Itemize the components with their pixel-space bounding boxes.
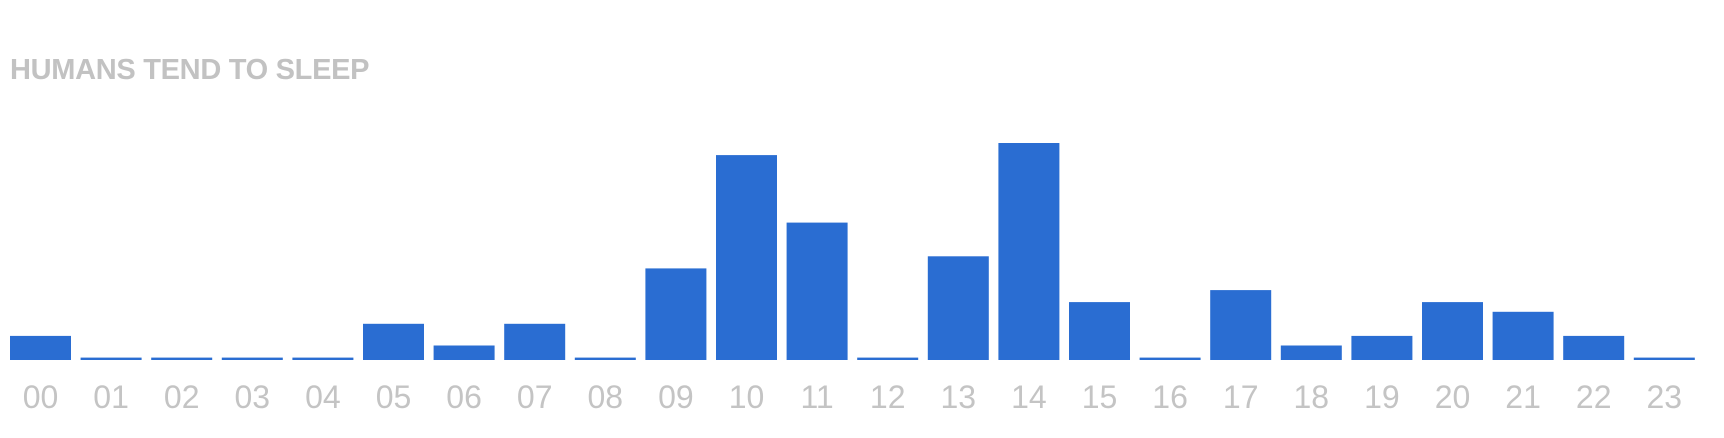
x-tick-label: 11 [800, 379, 833, 415]
x-tick-label: 03 [235, 379, 271, 415]
bar-22 [1563, 335, 1625, 360]
bars-group [10, 143, 1695, 360]
x-tick-label: 21 [1505, 379, 1541, 415]
bar-08 [574, 357, 636, 360]
bar-07 [504, 323, 566, 360]
bar-09 [645, 268, 707, 360]
bar-01 [80, 357, 142, 360]
x-tick-label: 23 [1647, 379, 1683, 415]
x-tick-label: 09 [658, 379, 694, 415]
x-tick-label: 14 [1011, 379, 1047, 415]
x-tick-label: 10 [729, 379, 765, 415]
x-tick-labels: 00 01 02 03 04 05 06 07 08 09 10 11 12 13 14 15 16 17 18 19… [23, 379, 1682, 415]
bar-14 [998, 143, 1060, 360]
bar-16 [1139, 357, 1201, 360]
x-tick-label: 05 [376, 379, 412, 415]
x-tick-label: 15 [1082, 379, 1118, 415]
bar-00 [10, 335, 71, 360]
bar-06 [433, 345, 495, 360]
x-tick-label: 06 [446, 379, 482, 415]
bar-20 [1422, 302, 1483, 360]
x-tick-label: 16 [1152, 379, 1188, 415]
bar-03 [221, 357, 283, 360]
bar-05 [363, 323, 424, 360]
bar-12 [857, 357, 919, 360]
x-tick-label: 08 [588, 379, 624, 415]
bar-15 [1069, 302, 1130, 360]
x-tick-label: 22 [1576, 379, 1612, 415]
bar-18 [1280, 345, 1342, 360]
bar-17 [1210, 290, 1272, 360]
x-tick-label: 17 [1223, 379, 1259, 415]
x-tick-label: 20 [1435, 379, 1471, 415]
x-tick-label: 04 [305, 379, 341, 415]
bar-21 [1492, 311, 1554, 360]
bar-04 [292, 357, 354, 360]
x-tick-label: 07 [517, 379, 553, 415]
bar-19 [1351, 335, 1413, 360]
x-tick-label: 00 [23, 379, 59, 415]
x-tick-label: 18 [1294, 379, 1330, 415]
x-tick-label: 01 [93, 379, 129, 415]
bar-11 [786, 222, 848, 360]
bar-02 [151, 357, 213, 360]
x-tick-label: 12 [870, 379, 906, 415]
bar-23 [1633, 357, 1695, 360]
bar-13 [927, 256, 989, 360]
chart-title: HUMANS TEND TO SLEEP [10, 54, 370, 86]
x-tick-label: 02 [164, 379, 200, 415]
bar-10 [716, 155, 777, 360]
x-tick-label: 19 [1364, 379, 1400, 415]
x-tick-label: 13 [941, 379, 977, 415]
